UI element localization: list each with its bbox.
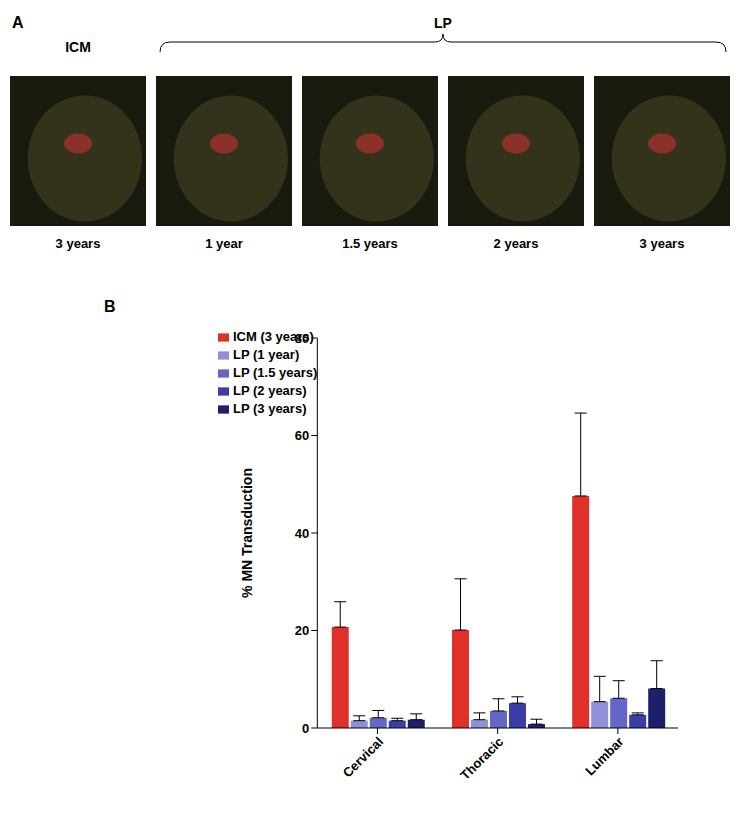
svg-text:20: 20 xyxy=(295,623,309,638)
svg-text:3 years: 3 years xyxy=(56,236,101,251)
svg-text:A: A xyxy=(12,14,24,31)
svg-text:Cervical: Cervical xyxy=(340,734,386,780)
svg-text:3 years: 3 years xyxy=(640,236,685,251)
svg-text:0: 0 xyxy=(302,721,309,736)
svg-text:% MN Transduction: % MN Transduction xyxy=(239,468,255,598)
svg-text:LP: LP xyxy=(434,15,452,31)
svg-text:40: 40 xyxy=(295,526,309,541)
svg-text:60: 60 xyxy=(295,428,309,443)
svg-text:1 year: 1 year xyxy=(205,236,243,251)
svg-text:1.5 years: 1.5 years xyxy=(342,236,398,251)
svg-text:Lumbar: Lumbar xyxy=(582,734,626,778)
svg-text:Thoracic: Thoracic xyxy=(457,734,506,783)
svg-text:ICM: ICM xyxy=(65,39,91,55)
svg-text:2 years: 2 years xyxy=(494,236,539,251)
svg-text:80: 80 xyxy=(295,331,309,346)
